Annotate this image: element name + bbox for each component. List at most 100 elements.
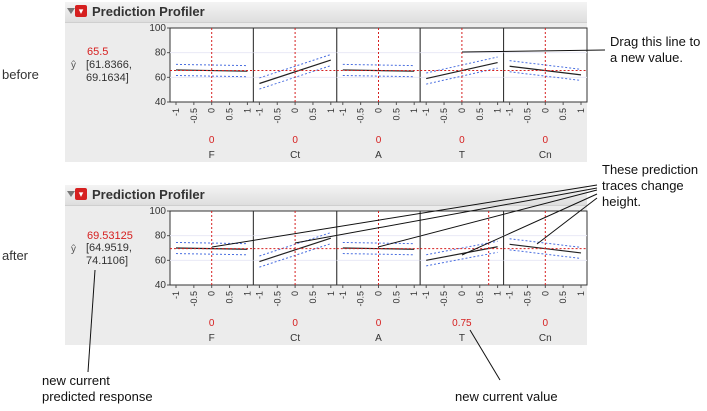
x-tick-label: 0 (540, 108, 550, 113)
factor-value: 0 (543, 135, 549, 146)
factor-value: 0.75 (452, 318, 472, 329)
x-tick-label: -0.5 (189, 108, 199, 124)
ci-upper-line (426, 240, 498, 256)
x-tick-label: 1 (409, 108, 419, 113)
factor-value: 0 (459, 135, 465, 146)
x-tick-label: 0 (290, 108, 300, 113)
x-tick-label: 0.5 (558, 291, 568, 304)
x-tick-label: -0.5 (439, 291, 449, 307)
x-tick-label: -1 (421, 291, 431, 299)
y-hat-icon: ŷ (71, 60, 76, 71)
factor-name: F (209, 333, 215, 344)
y-tick-label: 60 (155, 255, 167, 266)
factor-name: A (375, 333, 382, 344)
x-tick-label: 0.5 (391, 108, 401, 121)
response-value: 65.5 (87, 46, 109, 58)
x-tick-label: 1 (409, 291, 419, 296)
panel-title: Prediction Profiler (92, 187, 205, 202)
panel-header: ▾ Prediction Profiler (65, 2, 587, 23)
x-tick-label: -1 (171, 291, 181, 299)
x-tick-label: -0.5 (272, 291, 282, 307)
predicted-annotation-line2: predicted response (42, 389, 153, 404)
drag-annotation-line2: a new value. (610, 50, 683, 65)
factor-name: Cn (539, 150, 552, 161)
x-tick-label: -1 (171, 108, 181, 116)
x-tick-label: -1 (338, 108, 348, 116)
callout-trace-ct (294, 187, 598, 244)
callout-drag-line (461, 49, 606, 53)
callout-trace-f (211, 184, 598, 248)
x-tick-label: 0 (374, 291, 384, 296)
x-tick-label: -1 (505, 291, 515, 299)
disclosure-triangle-icon[interactable] (67, 191, 75, 197)
y-hat-icon: ŷ (71, 244, 76, 255)
factor-name: A (375, 150, 382, 161)
before-label: before (2, 67, 39, 82)
factor-value: 0 (292, 318, 298, 329)
x-tick-label: -1 (254, 291, 264, 299)
disclosure-triangle-icon[interactable] (67, 8, 75, 14)
factor-value: 0 (376, 318, 382, 329)
x-tick-label: 1 (576, 291, 586, 296)
y-tick-label: 80 (155, 231, 167, 242)
factor-value: 0 (209, 318, 215, 329)
x-tick-label: 0 (457, 291, 467, 296)
factor-name: Ct (290, 150, 300, 161)
x-tick-label: 0.5 (225, 108, 235, 121)
panel-title: Prediction Profiler (92, 4, 205, 19)
x-tick-label: -0.5 (439, 108, 449, 124)
factor-value: 0 (376, 135, 382, 146)
ci-lower-line (426, 251, 498, 267)
y-tick-label: 60 (155, 72, 167, 83)
callout-predicted (87, 269, 96, 373)
callout-trace-a (377, 189, 598, 248)
y-tick-label: 40 (155, 280, 167, 291)
x-tick-label: 0.5 (391, 291, 401, 304)
x-tick-label: 1 (493, 291, 503, 296)
callout-trace-t (461, 193, 598, 256)
ci-upper: 74.1106] (86, 255, 129, 267)
x-tick-label: 0.5 (308, 108, 318, 121)
x-tick-label: 1 (326, 108, 336, 113)
traces-annotation-line3: height. (602, 194, 642, 209)
ci-lower: [61.8366, (86, 59, 132, 71)
prediction-trace (259, 237, 331, 263)
y-tick-label: 40 (155, 97, 167, 108)
factor-name: T (459, 150, 465, 161)
x-tick-label: -0.5 (189, 291, 199, 307)
ci-upper-line (259, 54, 331, 79)
factor-name: Cn (539, 333, 552, 344)
x-tick-label: -1 (338, 291, 348, 299)
x-tick-label: -1 (421, 108, 431, 116)
red-menu-icon[interactable]: ▾ (75, 5, 87, 17)
after-label: after (2, 248, 29, 263)
predicted-annotation-line1: new current (42, 373, 110, 388)
callout-trace-cn (536, 197, 598, 245)
x-tick-label: -0.5 (272, 108, 282, 124)
factor-name: Ct (290, 333, 300, 344)
callout-lines (87, 49, 606, 381)
x-tick-label: 0 (540, 291, 550, 296)
factor-value: 0 (292, 135, 298, 146)
x-tick-label: 0 (207, 291, 217, 296)
x-tick-label: 0.5 (308, 291, 318, 304)
prediction-trace (259, 59, 331, 85)
x-tick-label: -0.5 (356, 291, 366, 307)
x-tick-label: 1 (242, 291, 252, 296)
traces-annotation-line2: traces change (602, 178, 684, 193)
x-tick-label: 0.5 (475, 291, 485, 304)
ci-lower: [64.9519, (86, 242, 132, 254)
red-menu-icon[interactable]: ▾ (75, 188, 87, 200)
factor-name: F (209, 150, 215, 161)
x-tick-label: -0.5 (522, 108, 532, 124)
y-tick-label: 100 (149, 23, 166, 34)
x-tick-label: 0 (457, 108, 467, 113)
x-tick-label: 0 (207, 108, 217, 113)
drag-annotation-line1: Drag this line to (610, 34, 701, 49)
x-tick-label: -1 (254, 108, 264, 116)
current-value-annotation: new current value (455, 389, 558, 404)
ci-upper: 69.1634] (86, 72, 129, 84)
x-tick-label: 0 (290, 291, 300, 296)
x-tick-label: -0.5 (522, 291, 532, 307)
